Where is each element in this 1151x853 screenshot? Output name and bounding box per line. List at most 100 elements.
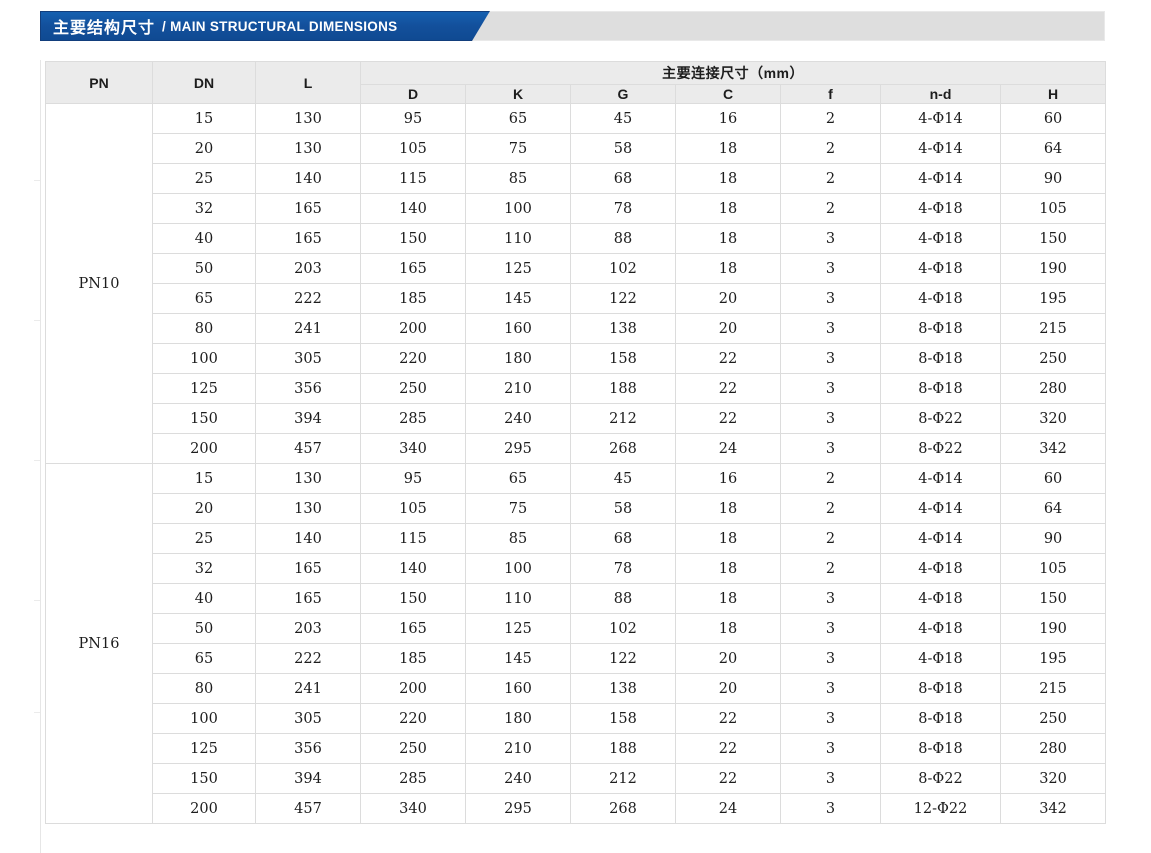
cell-f: 3 (780, 373, 881, 404)
table-row: 32 165 140 100 78 18 2 4-Φ18 105 (46, 193, 1107, 224)
cell-c: 22 (675, 703, 781, 734)
cell-c: 20 (675, 673, 781, 704)
cell-f: 2 (780, 193, 881, 224)
cell-g: 212 (570, 403, 676, 434)
cell-h: 320 (999, 403, 1107, 434)
cell-k: 210 (465, 733, 571, 764)
cell-f: 3 (780, 613, 881, 644)
cell-c: 22 (675, 373, 781, 404)
cell-k: 145 (465, 643, 571, 674)
cell-c: 18 (675, 553, 781, 584)
table-row: 200 457 340 295 268 24 3 8-Φ22 342 (46, 433, 1107, 464)
cell-d: 140 (360, 553, 466, 584)
cell-g: 68 (570, 523, 676, 554)
cell-k: 160 (465, 673, 571, 704)
col-header-c: C (675, 84, 781, 104)
cell-nd: 8-Φ22 (880, 403, 1001, 434)
cell-dn: 65 (152, 643, 256, 674)
table-row: 150 394 285 240 212 22 3 8-Φ22 320 (46, 403, 1107, 434)
cell-k: 295 (465, 433, 571, 464)
table-row: PN16 15 130 95 65 45 16 2 4-Φ14 60 (45, 463, 1107, 824)
col-header-pn: PN (45, 61, 153, 104)
cell-d: 165 (360, 253, 466, 284)
col-header-f: f (780, 84, 881, 104)
cell-nd: 8-Φ18 (880, 373, 1001, 404)
cell-h: 64 (999, 493, 1107, 524)
table-row: 20 130 105 75 58 18 2 4-Φ14 64 (46, 493, 1107, 524)
cell-d: 150 (360, 223, 466, 254)
cell-c: 18 (675, 523, 781, 554)
col-header-l: L (255, 61, 361, 104)
cell-c: 22 (675, 343, 781, 374)
cell-f: 3 (780, 253, 881, 284)
cell-c: 18 (675, 223, 781, 254)
cell-c: 16 (675, 103, 781, 134)
cell-f: 3 (780, 403, 881, 434)
cell-nd: 4-Φ14 (880, 493, 1001, 524)
cell-c: 24 (675, 433, 781, 464)
cell-l: 140 (255, 163, 361, 194)
cell-k: 100 (465, 553, 571, 584)
cell-h: 150 (999, 583, 1107, 614)
cell-f: 3 (780, 703, 881, 734)
col-header-dn: DN (152, 61, 256, 104)
cell-l: 222 (255, 643, 361, 674)
cell-c: 18 (675, 163, 781, 194)
cell-l: 241 (255, 673, 361, 704)
cell-nd: 8-Φ18 (880, 343, 1001, 374)
cell-h: 105 (999, 193, 1107, 224)
left-tick-mark (34, 460, 40, 461)
cell-c: 18 (675, 253, 781, 284)
cell-f: 2 (780, 163, 881, 194)
cell-h: 90 (999, 523, 1107, 554)
cell-h: 280 (999, 733, 1107, 764)
cell-h: 195 (999, 283, 1107, 314)
cell-k: 240 (465, 403, 571, 434)
cell-dn: 20 (152, 133, 256, 164)
cell-h: 60 (999, 463, 1107, 494)
cell-c: 22 (675, 403, 781, 434)
cell-h: 342 (999, 433, 1107, 464)
cell-g: 102 (570, 253, 676, 284)
cell-f: 3 (780, 343, 881, 374)
left-tick-mark (34, 712, 40, 713)
cell-dn: 50 (152, 613, 256, 644)
cell-c: 18 (675, 133, 781, 164)
cell-g: 122 (570, 283, 676, 314)
cell-h: 105 (999, 553, 1107, 584)
cell-g: 45 (570, 103, 676, 134)
cell-nd: 4-Φ18 (880, 253, 1001, 284)
table-body: PN10 15 130 95 65 45 16 2 4-Φ14 60 20 130 105 75 58 18 2… (45, 103, 1107, 824)
cell-k: 295 (465, 793, 571, 824)
cell-l: 140 (255, 523, 361, 554)
cell-k: 125 (465, 253, 571, 284)
cell-g: 138 (570, 313, 676, 344)
table-row: 32 165 140 100 78 18 2 4-Φ18 105 (46, 553, 1107, 584)
cell-l: 305 (255, 343, 361, 374)
cell-h: 190 (999, 253, 1107, 284)
col-header-k: K (465, 84, 571, 104)
cell-dn: 40 (152, 583, 256, 614)
cell-g: 188 (570, 733, 676, 764)
cell-h: 320 (999, 763, 1107, 794)
cell-k: 240 (465, 763, 571, 794)
cell-c: 18 (675, 193, 781, 224)
cell-dn: 15 (152, 103, 256, 134)
cell-dn: 100 (152, 343, 256, 374)
cell-nd: 4-Φ14 (880, 133, 1001, 164)
cell-nd: 8-Φ22 (880, 763, 1001, 794)
cell-d: 200 (360, 673, 466, 704)
cell-d: 140 (360, 193, 466, 224)
cell-h: 250 (999, 343, 1107, 374)
table-row: 50 203 165 125 102 18 3 4-Φ18 190 (46, 253, 1107, 284)
cell-g: 158 (570, 343, 676, 374)
cell-h: 215 (999, 673, 1107, 704)
cell-k: 110 (465, 223, 571, 254)
col-header-g: G (570, 84, 676, 104)
cell-d: 185 (360, 643, 466, 674)
cell-nd: 4-Φ18 (880, 553, 1001, 584)
banner-title-en: / MAIN STRUCTURAL DIMENSIONS (162, 18, 398, 34)
table-row: 80 241 200 160 138 20 3 8-Φ18 215 (46, 313, 1107, 344)
cell-l: 305 (255, 703, 361, 734)
cell-l: 356 (255, 733, 361, 764)
